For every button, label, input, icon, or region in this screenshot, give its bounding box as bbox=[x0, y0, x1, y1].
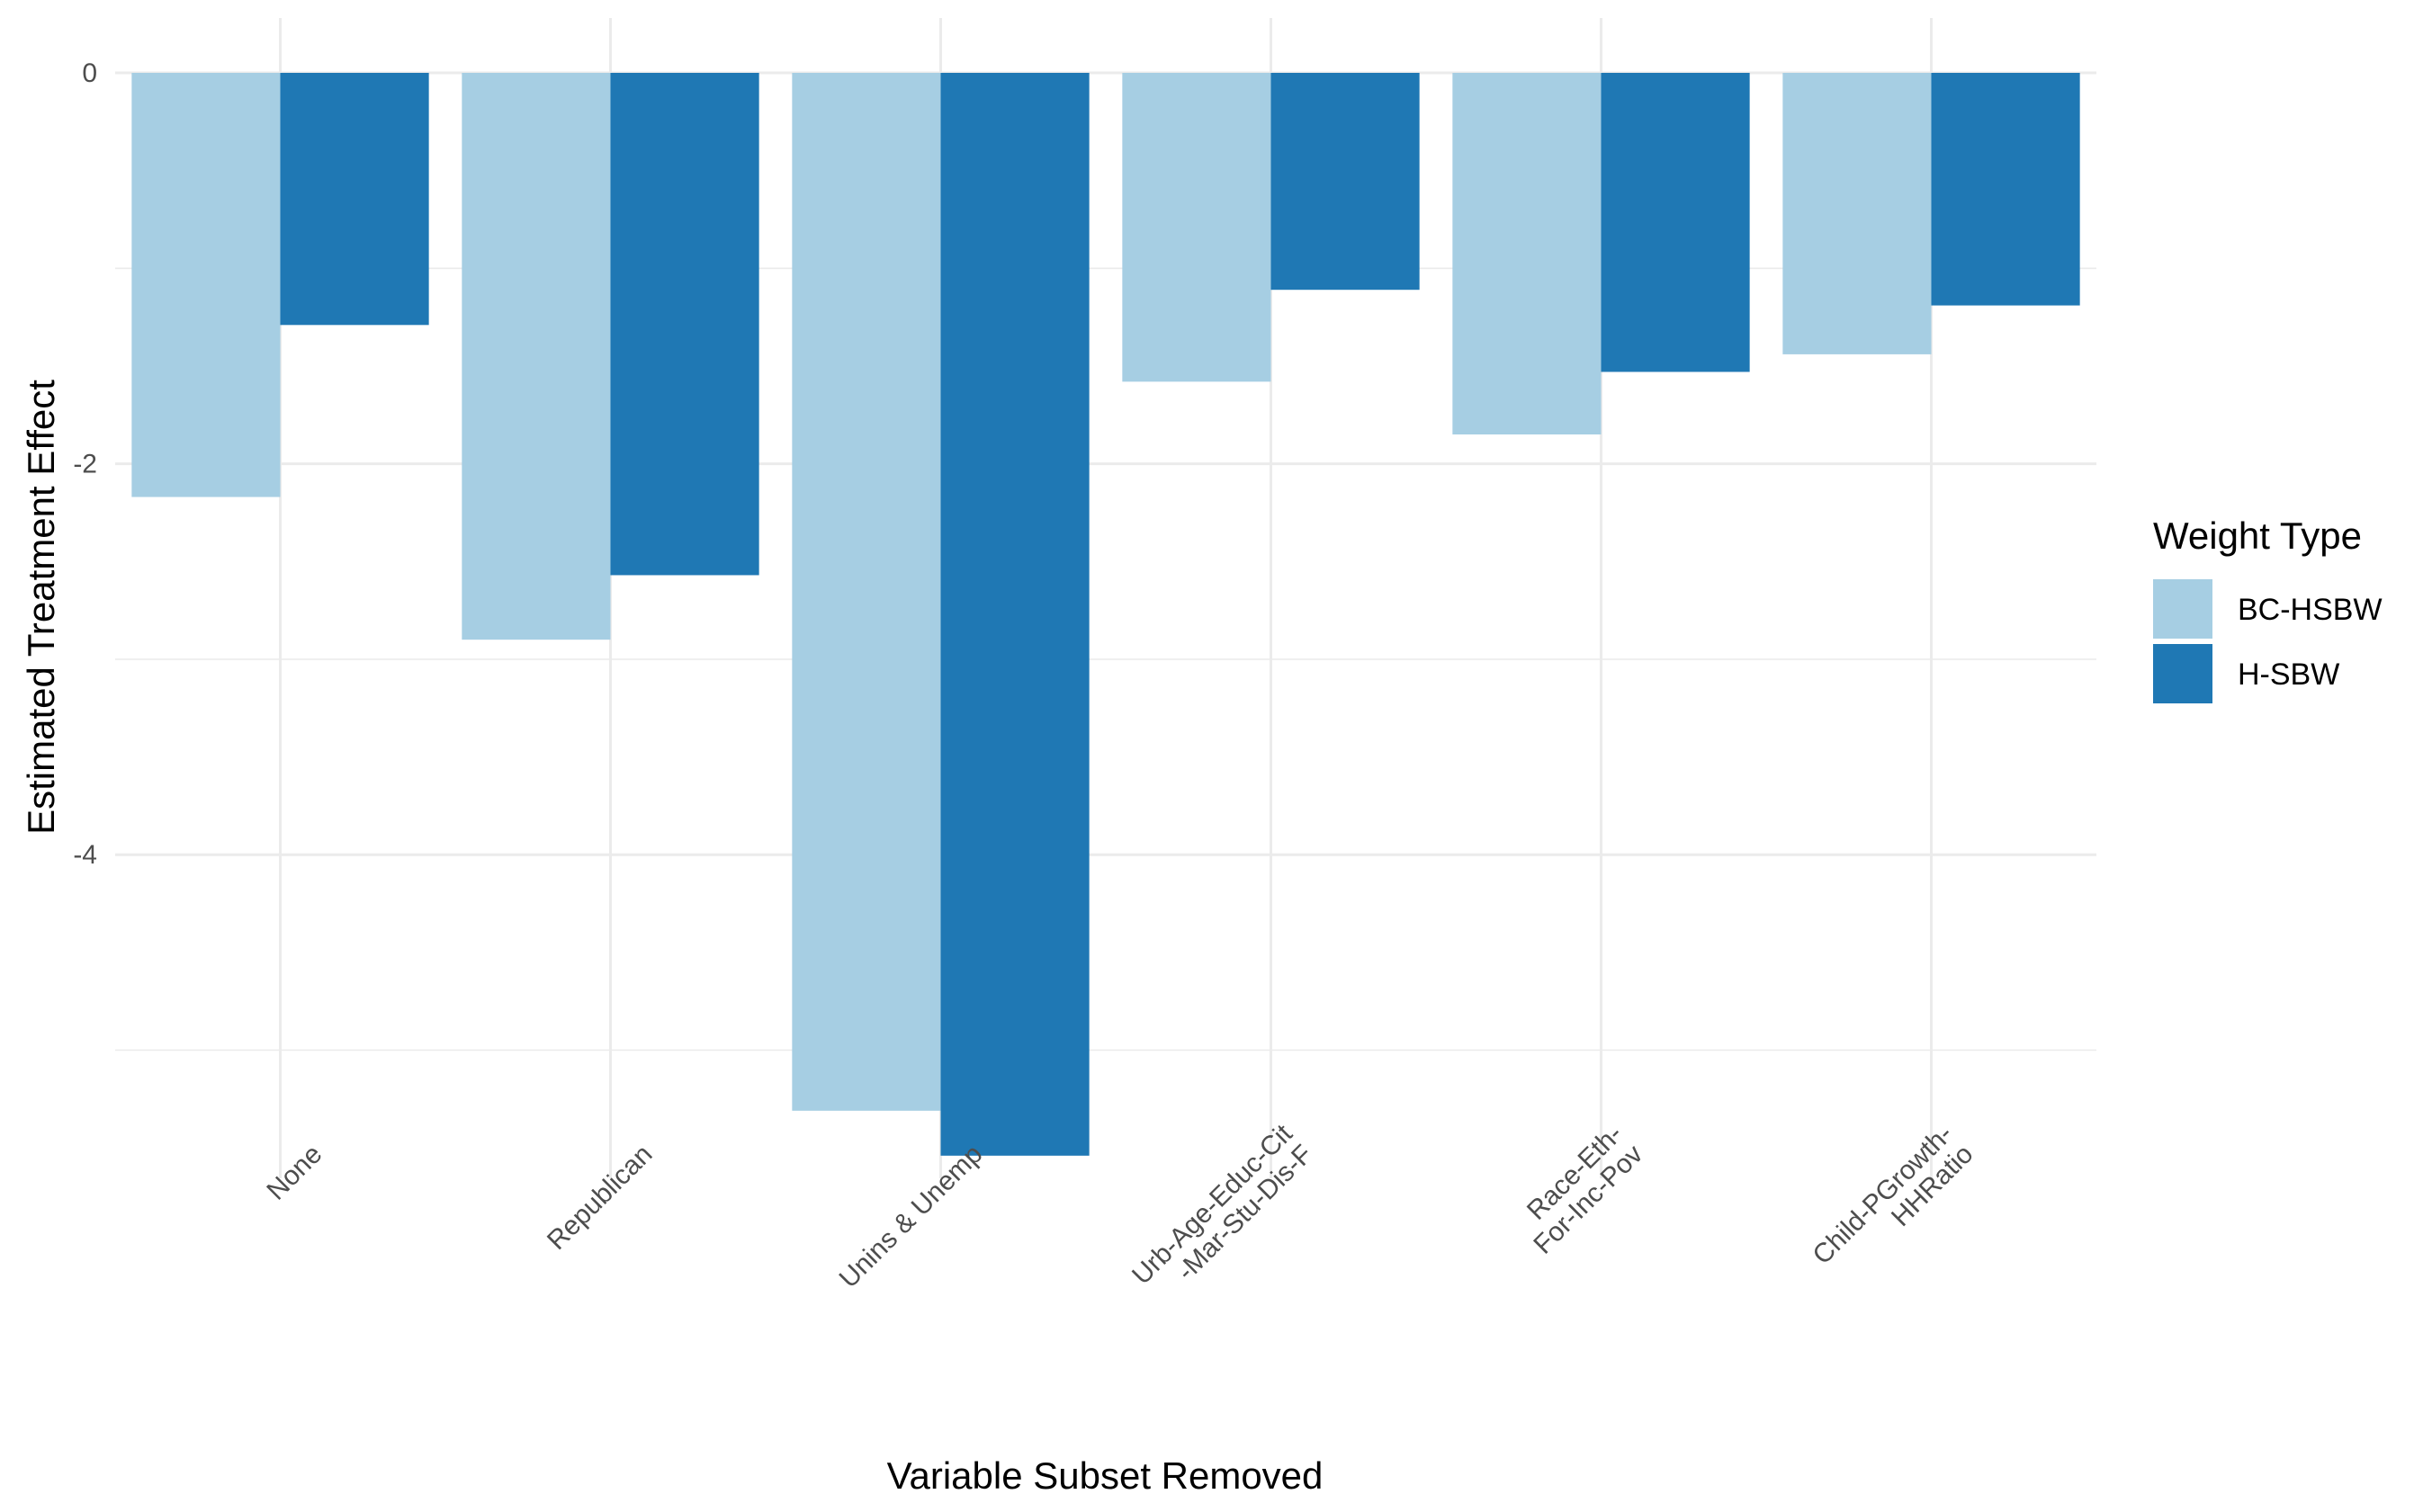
legend-key-h-sbw bbox=[2153, 644, 2212, 703]
bar-bc-hsbw-6 bbox=[1782, 73, 1932, 354]
y-tick-labels: 0 -2 -4 bbox=[73, 58, 97, 870]
bar-h-sbw-1 bbox=[280, 73, 429, 326]
bar-bc-hsbw-2 bbox=[462, 73, 611, 640]
bar-h-sbw-6 bbox=[1931, 73, 2080, 306]
legend-key-bc-hsbw bbox=[2153, 579, 2212, 639]
y-tick-label: -4 bbox=[73, 840, 97, 870]
x-axis-title: Variable Subset Removed bbox=[887, 1454, 1324, 1497]
bar-bc-hsbw-4 bbox=[1122, 73, 1271, 382]
y-axis-title: Estimated Treatment Effect bbox=[20, 380, 62, 835]
bar-bc-hsbw-1 bbox=[131, 73, 281, 497]
legend-label-h-sbw: H-SBW bbox=[2238, 658, 2339, 692]
grid bbox=[115, 18, 2096, 1178]
bar-bc-hsbw-3 bbox=[792, 73, 941, 1111]
legend-label-bc-hsbw: BC-HSBW bbox=[2238, 593, 2383, 627]
bar-h-sbw-3 bbox=[940, 73, 1090, 1156]
legend-title: Weight Type bbox=[2153, 514, 2362, 557]
y-tick-label: 0 bbox=[82, 58, 97, 88]
legend-items: BC-HSBW H-SBW bbox=[2153, 579, 2383, 703]
bar-bc-hsbw-5 bbox=[1452, 73, 1602, 435]
bars bbox=[131, 73, 2080, 1156]
y-tick-label: -2 bbox=[73, 450, 97, 479]
bar-h-sbw-2 bbox=[610, 73, 759, 576]
legend: Weight Type BC-HSBW H-SBW bbox=[2153, 514, 2383, 703]
bar-h-sbw-4 bbox=[1270, 73, 1420, 291]
bar-h-sbw-5 bbox=[1601, 73, 1750, 372]
plot-panel bbox=[115, 18, 2096, 1178]
